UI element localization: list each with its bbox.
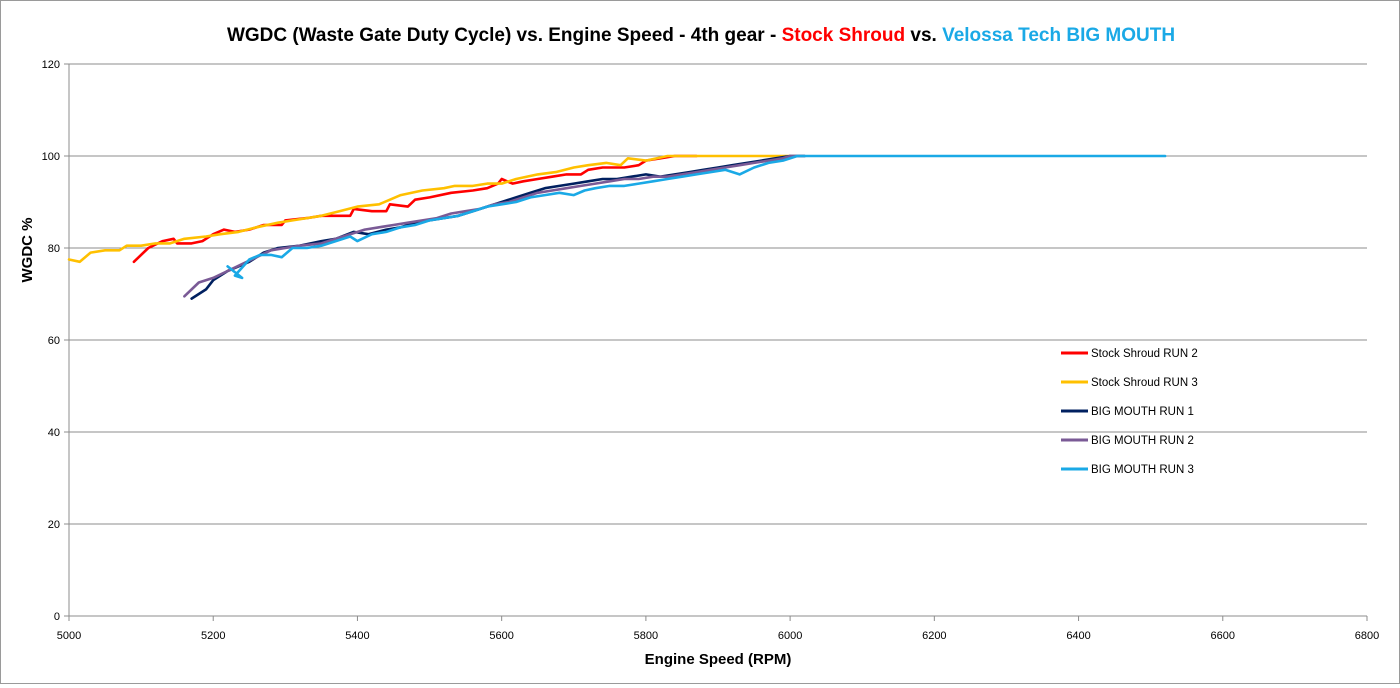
x-tick-label: 6600: [1211, 630, 1235, 642]
y-axis-title: WGDC %: [19, 218, 36, 283]
x-tick-label: 5800: [634, 630, 658, 642]
legend-label-1: Stock Shroud RUN 2: [1091, 348, 1198, 360]
legend-label-5: BIG MOUTH RUN 3: [1091, 464, 1194, 476]
x-tick-label: 5600: [489, 630, 513, 642]
legend: Stock Shroud RUN 2 Stock Shroud RUN 3 BIG …: [1061, 348, 1198, 476]
x-tick-label: 5200: [201, 630, 225, 642]
x-tick-label: 6000: [778, 630, 802, 642]
series-line-1: [132, 154, 698, 264]
x-tick-label: 5000: [57, 630, 81, 642]
series-line-5: [226, 154, 1167, 280]
legend-label-4: BIG MOUTH RUN 2: [1091, 435, 1194, 447]
chart-title: WGDC (Waste Gate Duty Cycle) vs. Engine …: [227, 25, 1175, 46]
axes: [64, 63, 1368, 621]
chart-title-part1: WGDC (Waste Gate Duty Cycle) vs. Engine …: [227, 25, 782, 46]
chart-title-stock-shroud: Stock Shroud: [782, 25, 906, 46]
y-tick-label: 80: [48, 243, 60, 255]
y-tick-labels: 0 20 40 60 80 100 120: [42, 59, 60, 623]
y-tick-label: 60: [48, 335, 60, 347]
y-tick-label: 40: [48, 427, 60, 439]
y-tick-label: 0: [54, 611, 60, 623]
legend-label-2: Stock Shroud RUN 3: [1091, 377, 1198, 389]
y-tick-label: 100: [42, 151, 60, 163]
x-tick-labels: 5000 5200 5400 5600 5800 6000 6200 6400 6600 6800: [57, 630, 1379, 642]
x-tick-label: 5400: [345, 630, 369, 642]
legend-label-3: BIG MOUTH RUN 1: [1091, 406, 1194, 418]
gridlines: [69, 63, 1367, 525]
y-tick-label: 20: [48, 519, 60, 531]
x-tick-label: 6400: [1066, 630, 1090, 642]
x-tick-label: 6800: [1355, 630, 1379, 642]
series-lines: [67, 154, 1167, 300]
chart-title-big-mouth: Velossa Tech BIG MOUTH: [942, 25, 1175, 46]
series-line-2: [67, 154, 792, 264]
x-tick-label: 6200: [922, 630, 946, 642]
series-line-3: [190, 154, 806, 300]
x-axis-title: Engine Speed (RPM): [645, 651, 792, 668]
y-tick-label: 120: [42, 59, 60, 71]
chart-title-part3: vs.: [905, 25, 942, 46]
